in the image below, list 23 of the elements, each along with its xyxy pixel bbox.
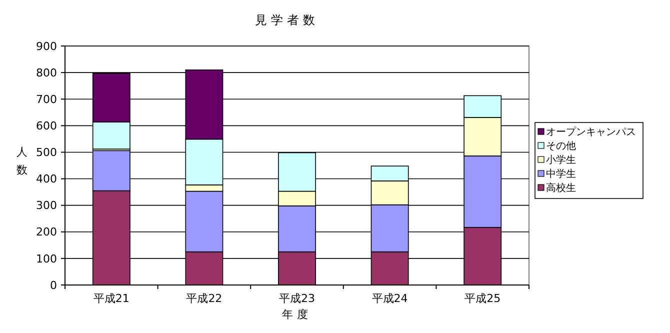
y-axis-title: 人数 <box>16 146 28 176</box>
y-tick-label: 900 <box>36 40 57 53</box>
legend-label: オープンキャンパス <box>546 126 636 138</box>
legend-label: 中学生 <box>546 168 576 180</box>
y-tick-label: 600 <box>36 120 57 133</box>
y-tick-label: 0 <box>50 278 57 292</box>
y-tick-label: 300 <box>36 199 57 212</box>
y-tick-label: 700 <box>36 92 57 106</box>
y-tick-label: 800 <box>36 66 57 80</box>
x-tick-label: 平成24 <box>372 292 408 305</box>
x-tick-label: 平成25 <box>464 292 501 305</box>
x-tick-label: 平成22 <box>186 292 222 305</box>
legend-label: 高校生 <box>546 182 576 194</box>
x-tick-label: 平成21 <box>93 292 130 305</box>
x-tick-label: 平成23 <box>279 292 315 305</box>
legend-label: その他 <box>546 140 576 152</box>
chart-title: 見学者数 <box>255 13 319 27</box>
y-tick-label: 200 <box>36 226 57 239</box>
y-tick-label: 100 <box>36 252 57 266</box>
legend-label: 小学生 <box>546 154 576 166</box>
y-tick-label: 500 <box>36 146 57 160</box>
y-tick-label: 400 <box>36 172 57 186</box>
x-axis-title: 年度 <box>282 308 312 321</box>
